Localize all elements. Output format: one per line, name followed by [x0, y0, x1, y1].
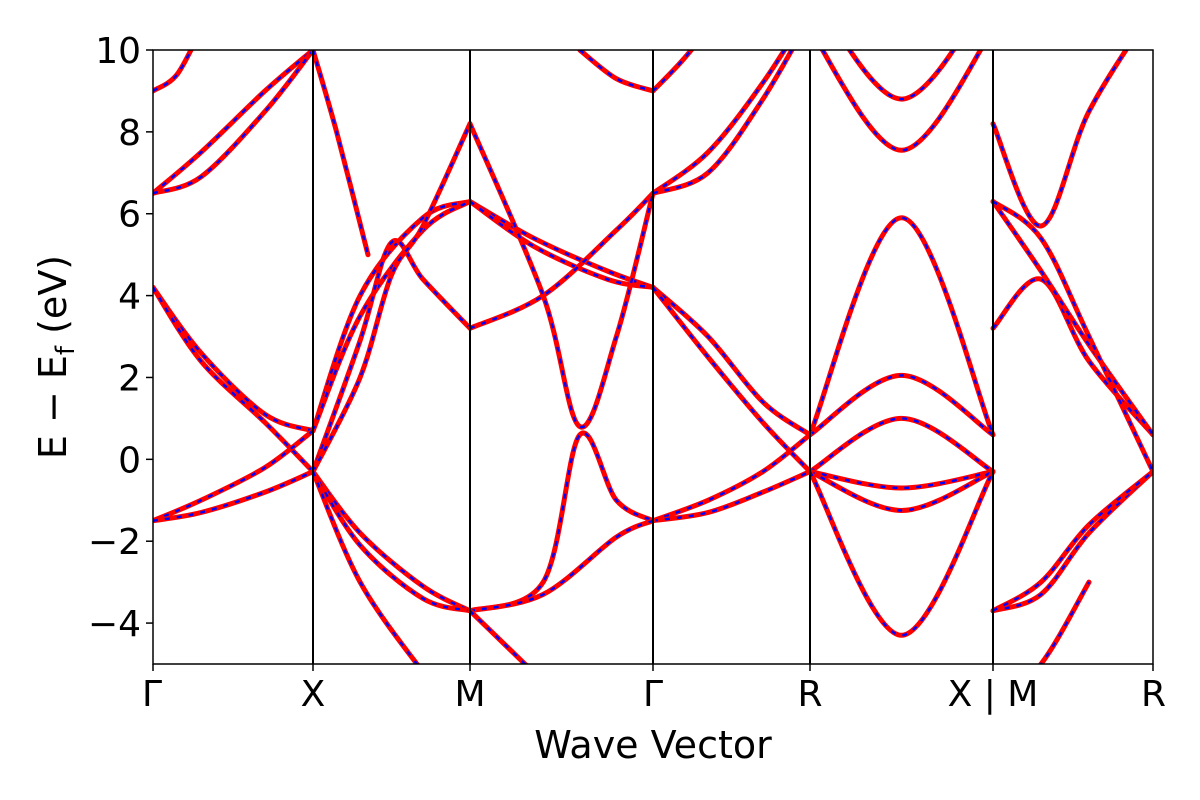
y-axis-ticks: −4 −2 0 2 4 6 8 10 [88, 31, 153, 645]
band-5 [153, 50, 1153, 614]
band-7 [153, 50, 1092, 664]
x-tick-label: X [301, 674, 326, 715]
y-tick-label: 6 [118, 195, 141, 236]
band-7-overlay-4 [579, 50, 654, 93]
band-8-segment-2 [650, 50, 695, 94]
band-1-segment-3 [467, 199, 656, 290]
band-5-segment-1 [153, 50, 316, 196]
bands-layer [153, 50, 1153, 664]
band-6-segment-5 [807, 469, 996, 638]
band-4-overlay-6 [991, 50, 1128, 228]
band-6-segment-4 [650, 50, 795, 196]
band-3-overlay-3 [469, 192, 654, 330]
y-axis-label: E − Ef (eV) [31, 255, 81, 459]
band-1 [153, 199, 1153, 438]
band-2-segment-5 [807, 372, 996, 438]
band-4-overlay-3 [468, 123, 655, 429]
band-4-overlay-2 [311, 123, 472, 473]
band-6-segment-2 [310, 469, 473, 614]
band-7-segment-1 [153, 50, 194, 94]
band-7-segment-5 [819, 50, 984, 153]
band-3-overlay-4 [652, 433, 811, 522]
band-4-overlay-4 [652, 470, 811, 522]
band-7-overlay-1 [153, 50, 193, 92]
x-tick-label: Γ [142, 674, 162, 715]
y-axis-label-unit: (eV) [31, 255, 75, 346]
band-6-overlay-2 [311, 470, 471, 612]
y-axis-label-main: E − E [31, 355, 75, 459]
band-1-overlay-5 [808, 216, 995, 436]
k-point-dividers [312, 50, 994, 664]
band-2-segment-3 [467, 199, 656, 290]
band-7-segment-3 [467, 608, 529, 664]
y-tick-label: 0 [118, 440, 141, 481]
band-1-segment-6 [990, 276, 1153, 438]
band-6-overlay-5 [808, 471, 995, 637]
x-tick-label: M [454, 674, 485, 715]
band-5-overlay-4 [652, 50, 786, 195]
band-5-overlay-5 [809, 470, 994, 512]
band-3-overlay-1 [153, 429, 314, 522]
y-tick-label: 4 [118, 277, 141, 318]
band-1-overlay-1 [153, 286, 314, 432]
band-5-segment-2 [310, 469, 473, 614]
band-2-segment-2 [310, 199, 473, 434]
band-6-overlay-4 [652, 50, 794, 195]
band-6-overlay-6 [992, 470, 1153, 612]
y-tick-label: 8 [118, 113, 141, 154]
band-3 [153, 190, 1153, 524]
band-1-overlay-2 [311, 200, 471, 432]
x-axis-ticks: Γ X M Γ R X | M R [142, 664, 1166, 715]
band-2-segment-4 [650, 284, 813, 475]
band-1-overlay-3 [469, 200, 654, 289]
y-tick-label: 10 [95, 31, 141, 72]
band-7-segment-2 [310, 50, 371, 258]
band-2-overlay-6 [992, 200, 1153, 436]
band-3-segment-5 [807, 415, 996, 475]
x-tick-label: R [797, 674, 822, 715]
band-7-overlay-2 [311, 50, 370, 256]
band-8 [310, 50, 957, 664]
band-1-segment-5 [807, 215, 996, 438]
band-4-segment-6 [990, 50, 1129, 229]
band-7-overlay-5 [821, 50, 982, 152]
y-tick-label: 2 [118, 358, 141, 399]
band-2 [153, 199, 1153, 475]
x-tick-label: X | M [948, 674, 1039, 715]
x-tick-label: R [1141, 674, 1166, 715]
band-2-overlay-1 [153, 286, 314, 473]
y-tick-label: −2 [88, 522, 141, 563]
band-5-overlay-3 [469, 431, 654, 612]
band-2-overlay-3 [469, 200, 654, 289]
x-axis-label: Wave Vector [534, 723, 772, 767]
y-tick-label: −4 [88, 604, 141, 645]
band-1-segment-2 [310, 199, 473, 434]
band-2-overlay-2 [311, 200, 471, 432]
band-3-segment-2 [310, 238, 473, 475]
band-7-segment-4 [577, 50, 656, 94]
band-5-overlay-6 [992, 470, 1153, 612]
y-axis-label-sub: f [51, 345, 81, 355]
band-6-overlay-1 [153, 50, 314, 195]
band-4-segment-5 [807, 469, 996, 491]
band-1-segment-1 [153, 284, 316, 434]
band-3-overlay-6 [992, 200, 1153, 473]
band-5-overlay-2 [312, 470, 471, 612]
band-8-overlay-3 [848, 50, 955, 101]
band-3-overlay-5 [809, 417, 994, 473]
band-5-segment-4 [650, 50, 788, 196]
band-2-overlay-4 [652, 286, 811, 473]
band-2-overlay-5 [809, 374, 994, 436]
band-4 [153, 50, 1129, 524]
x-tick-label: Γ [643, 674, 663, 715]
band-6-segment-3 [467, 518, 656, 614]
band-4-overlay-1 [153, 470, 314, 522]
band-1-segment-4 [650, 284, 813, 438]
band-8-overlay-1 [311, 471, 419, 664]
band-2-segment-1 [153, 284, 316, 475]
